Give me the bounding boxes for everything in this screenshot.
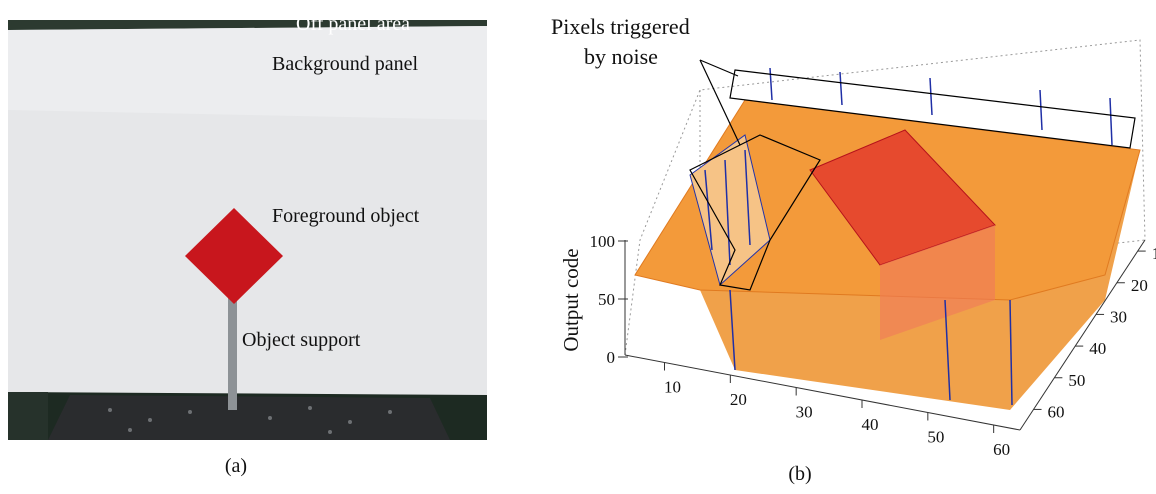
- y-tick-label: 30: [1110, 307, 1127, 326]
- z-tick-label: 0: [607, 348, 616, 367]
- y-tick-label: 10: [1152, 244, 1156, 263]
- x-tick-label: 20: [730, 390, 747, 409]
- caption: (a): [225, 455, 247, 477]
- axis-label: Output code: [559, 248, 583, 351]
- x-tick-label: 60: [993, 440, 1010, 459]
- surface-plot: [625, 40, 1145, 430]
- x-tick-label: 40: [862, 415, 879, 434]
- x-tick-label: 50: [927, 428, 944, 447]
- z-tick-label: 50: [598, 290, 615, 309]
- y-tick-label: 50: [1068, 371, 1085, 390]
- photo: [8, 20, 487, 440]
- y-tick-label: 60: [1048, 402, 1065, 421]
- x-tick-label: 10: [664, 378, 681, 397]
- annotation: Pixels triggered: [551, 14, 690, 39]
- label: Background panel: [272, 53, 419, 75]
- label: Foreground object: [272, 205, 420, 227]
- y-tick-label: 20: [1131, 276, 1148, 295]
- z-tick-label: 100: [590, 232, 616, 251]
- label: Off panel area: [296, 13, 410, 35]
- y-tick-label: 40: [1089, 339, 1106, 358]
- caption: (b): [788, 463, 811, 485]
- x-tick-label: 30: [796, 403, 813, 422]
- annotation: by noise: [584, 44, 658, 69]
- label: Object support: [242, 329, 361, 351]
